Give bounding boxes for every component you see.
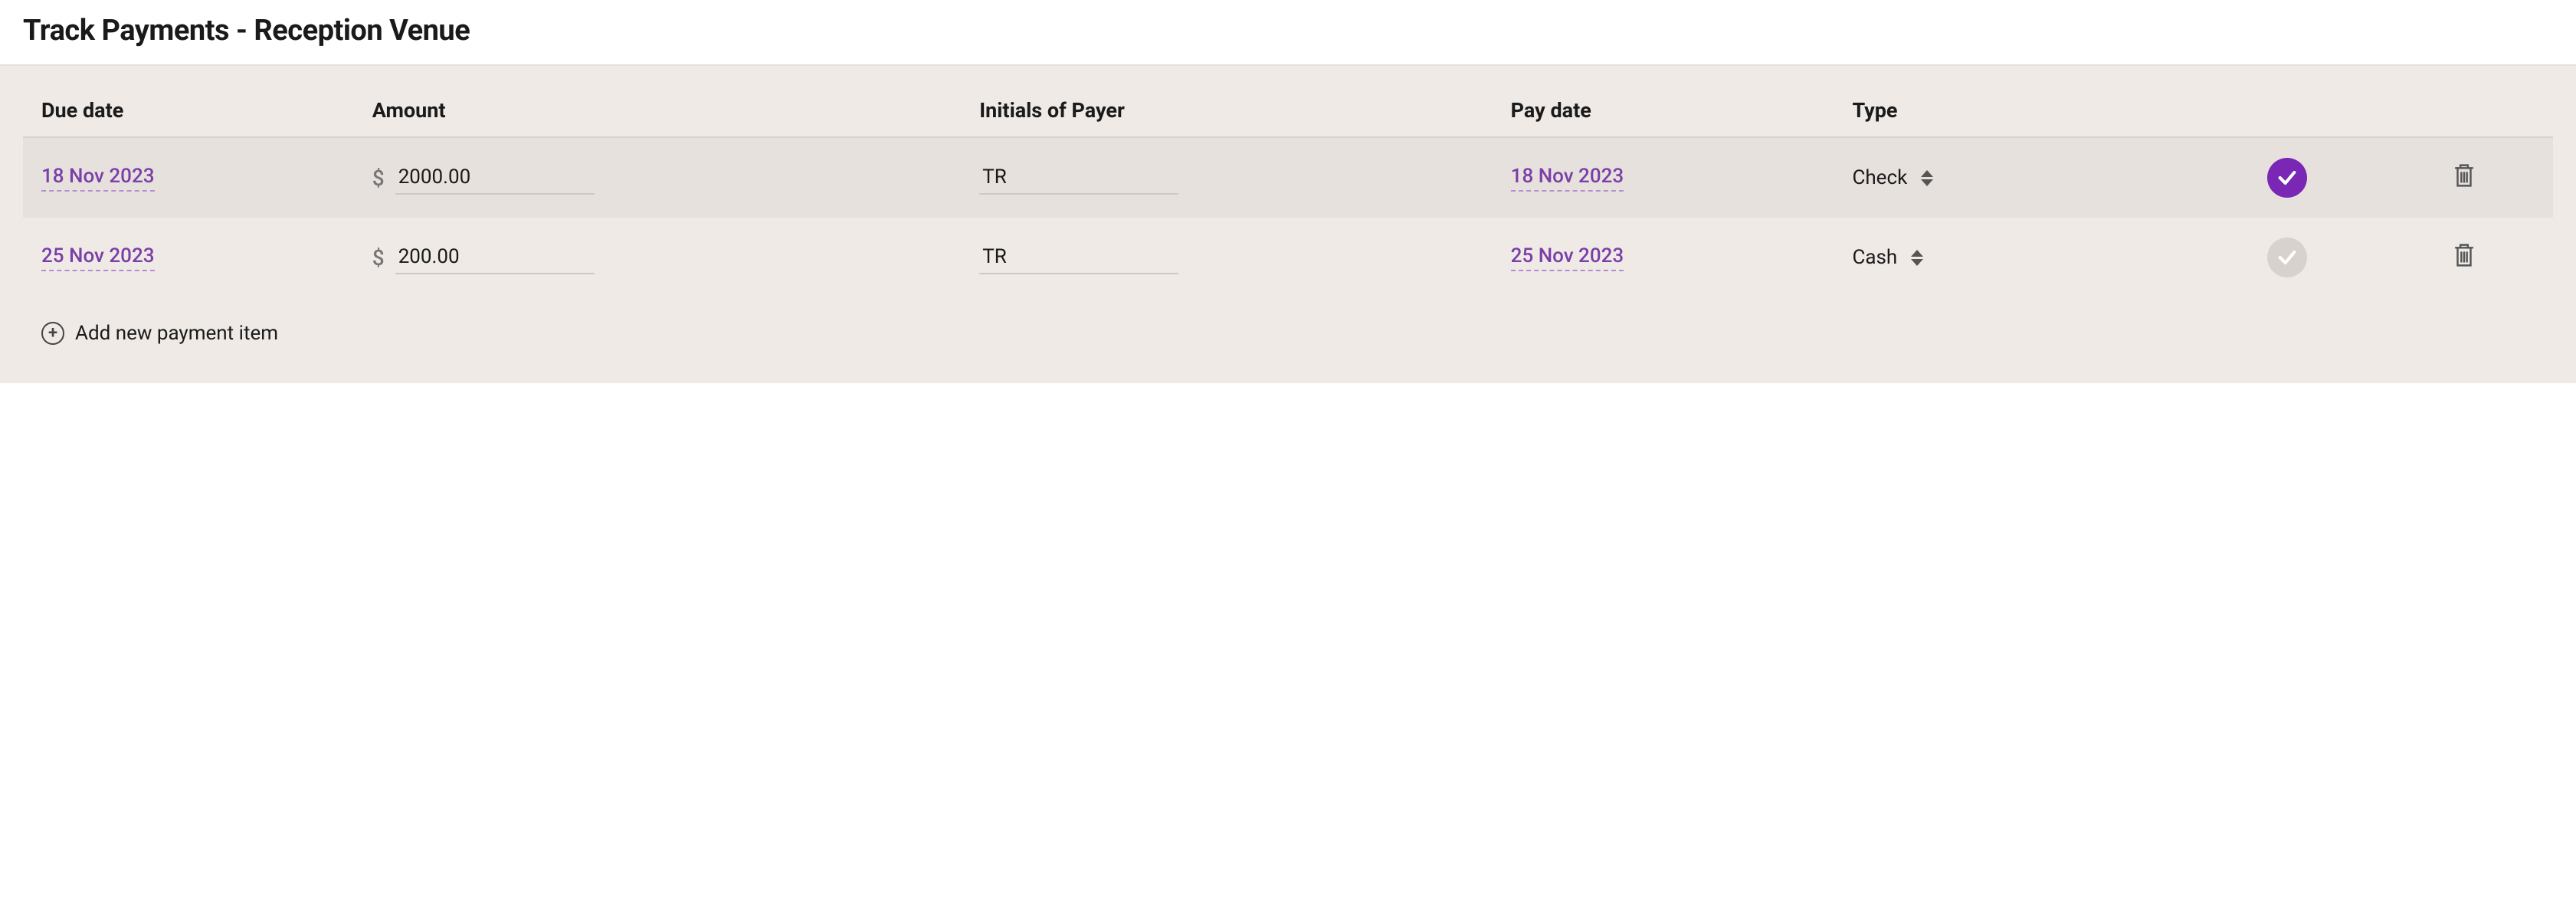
delete-button[interactable] bbox=[2453, 162, 2476, 189]
col-header-delete bbox=[2376, 89, 2553, 137]
payments-table: Due date Amount Initials of Payer Pay da… bbox=[23, 89, 2553, 297]
table-row: 25 Nov 2023 $ 25 Nov 2023 bbox=[23, 218, 2553, 297]
page-title: Track Payments - Reception Venue bbox=[23, 14, 2553, 48]
amount-input[interactable] bbox=[395, 241, 595, 274]
trash-icon bbox=[2453, 242, 2476, 268]
chevron-updown-icon bbox=[1921, 170, 1933, 186]
table-body: 18 Nov 2023 $ 18 Nov 2023 bbox=[23, 137, 2553, 297]
delete-button[interactable] bbox=[2453, 242, 2476, 268]
amount-input[interactable] bbox=[395, 161, 595, 195]
amount-wrap: $ bbox=[372, 241, 964, 274]
check-icon bbox=[2276, 247, 2298, 268]
status-toggle[interactable] bbox=[2267, 238, 2307, 277]
type-select[interactable]: Check bbox=[1852, 166, 1933, 189]
table-header-row: Due date Amount Initials of Payer Pay da… bbox=[23, 89, 2553, 137]
check-icon bbox=[2276, 167, 2298, 189]
title-bar: Track Payments - Reception Venue bbox=[0, 0, 2576, 66]
status-toggle[interactable] bbox=[2267, 158, 2307, 198]
pay-date-picker[interactable]: 18 Nov 2023 bbox=[1511, 165, 1624, 192]
col-header-status bbox=[2199, 89, 2376, 137]
col-header-type: Type bbox=[1844, 89, 2198, 137]
col-header-due-date: Due date bbox=[23, 89, 365, 137]
content-area: Due date Amount Initials of Payer Pay da… bbox=[0, 66, 2576, 383]
add-payment-button[interactable]: + Add new payment item bbox=[23, 297, 2553, 352]
type-label: Cash bbox=[1852, 246, 1897, 269]
add-payment-label: Add new payment item bbox=[75, 322, 278, 345]
due-date-picker[interactable]: 25 Nov 2023 bbox=[41, 244, 155, 271]
page-root: Track Payments - Reception Venue Due dat… bbox=[0, 0, 2576, 383]
currency-symbol: $ bbox=[372, 166, 385, 191]
payer-initials-input[interactable] bbox=[979, 241, 1178, 274]
currency-symbol: $ bbox=[372, 245, 385, 270]
type-select[interactable]: Cash bbox=[1852, 246, 1923, 269]
col-header-pay-date: Pay date bbox=[1503, 89, 1845, 137]
type-label: Check bbox=[1852, 166, 1907, 189]
chevron-updown-icon bbox=[1911, 250, 1923, 266]
col-header-amount: Amount bbox=[365, 89, 972, 137]
pay-date-picker[interactable]: 25 Nov 2023 bbox=[1511, 244, 1624, 271]
table-row: 18 Nov 2023 $ 18 Nov 2023 bbox=[23, 137, 2553, 218]
due-date-picker[interactable]: 18 Nov 2023 bbox=[41, 165, 155, 192]
payer-initials-input[interactable] bbox=[979, 161, 1178, 195]
amount-wrap: $ bbox=[372, 161, 964, 195]
plus-circle-icon: + bbox=[41, 322, 64, 345]
trash-icon bbox=[2453, 162, 2476, 189]
col-header-payer: Initials of Payer bbox=[972, 89, 1503, 137]
